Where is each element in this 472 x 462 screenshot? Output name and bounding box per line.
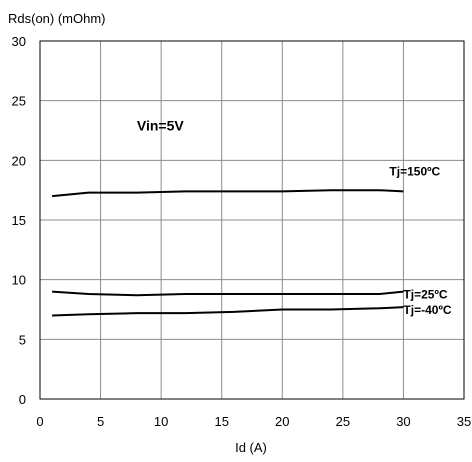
series-label: Tj=25ºC <box>403 288 447 302</box>
y-tick-label: 10 <box>12 273 26 288</box>
y-tick-label: 0 <box>19 392 26 407</box>
x-tick-label: 20 <box>275 414 289 429</box>
annotation-label: Vin=5V <box>137 117 184 133</box>
x-tick-label: 10 <box>154 414 168 429</box>
grid-layer <box>40 41 464 399</box>
x-tick-label: 30 <box>396 414 410 429</box>
x-tick-label: 0 <box>36 414 43 429</box>
x-tick-label: 25 <box>336 414 350 429</box>
series-layer <box>52 190 403 315</box>
series-line <box>52 292 403 296</box>
x-tick-label: 35 <box>457 414 471 429</box>
series-label: Tj=-40ºC <box>403 303 451 317</box>
y-tick-label: 15 <box>12 213 26 228</box>
x-tick-label: 5 <box>97 414 104 429</box>
series-line <box>52 190 403 196</box>
y-axis-title: Rds(on) (mOhm) <box>8 11 106 26</box>
series-label: Tj=150ºC <box>389 164 440 178</box>
y-tick-label: 20 <box>12 153 26 168</box>
series-line <box>52 307 403 315</box>
y-tick-label: 25 <box>12 94 26 109</box>
y-tick-label: 5 <box>19 332 26 347</box>
tick-labels: 0 5 10 15 20 25 30 35 0 5 10 15 20 25 30 <box>12 34 472 429</box>
x-tick-label: 15 <box>214 414 228 429</box>
y-tick-label: 30 <box>12 34 26 49</box>
x-axis-title: Id (A) <box>235 440 267 455</box>
